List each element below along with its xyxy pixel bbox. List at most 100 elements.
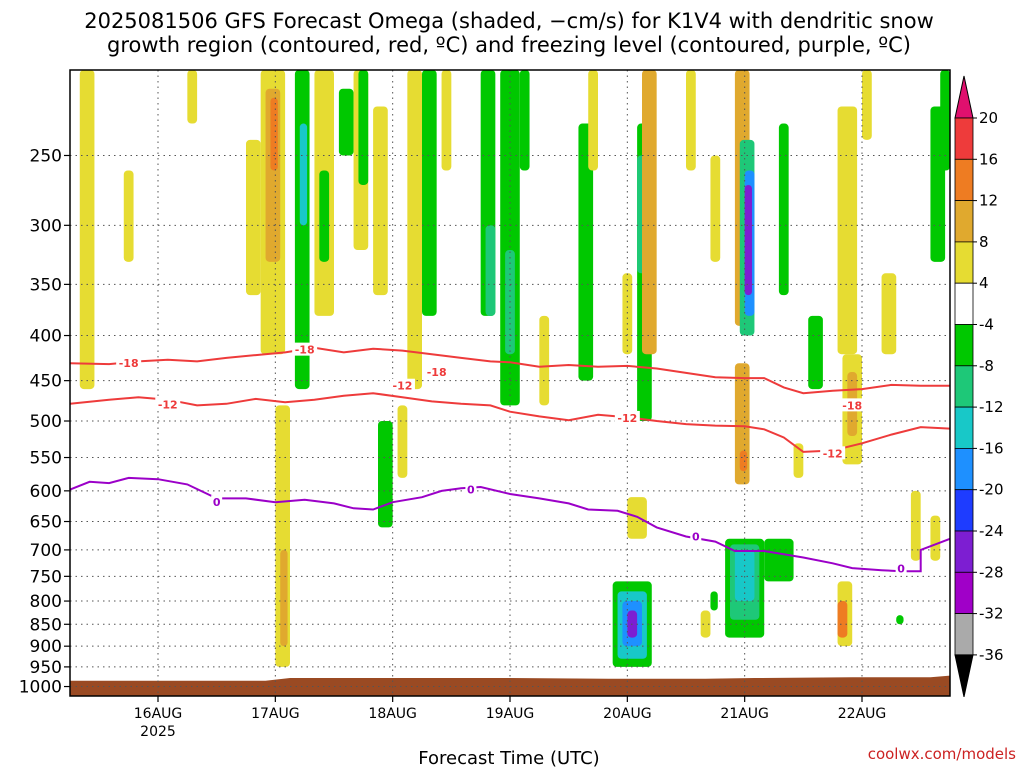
omega-cell: [294, 70, 310, 390]
y-tick-label: 850: [30, 615, 62, 635]
y-axis: 2503003504004505005506006507007508008509…: [19, 146, 70, 698]
omega-cell: [739, 450, 748, 472]
omega-cell: [358, 70, 369, 185]
contour-line: [70, 392, 950, 453]
contour-label: -18: [427, 366, 447, 379]
colorbar-label: 12: [979, 192, 998, 210]
omega-cell: [280, 549, 288, 647]
y-tick-label: 800: [30, 592, 62, 612]
x-tick-label: 17AUG: [251, 706, 300, 722]
omega-cell: [930, 515, 941, 561]
contour-label: -18: [119, 357, 139, 370]
omega-cell: [397, 405, 408, 478]
omega-cell: [862, 70, 872, 140]
contour-label-bg: [211, 495, 223, 509]
omega-cell: [578, 123, 594, 381]
x-tick-label: 19AUG: [486, 706, 535, 722]
contour-label: -12: [158, 399, 178, 412]
omega-cell: [622, 273, 633, 355]
omega-cell: [588, 70, 598, 171]
colorbar-bin: [954, 571, 974, 614]
colorbar-bin: [954, 158, 974, 202]
omega-cell: [319, 170, 330, 262]
omega-cell: [246, 139, 261, 296]
colorbar-bottom-arrow: [954, 654, 974, 698]
omega-cell: [338, 88, 354, 156]
contour-label: 0: [692, 531, 700, 544]
y-tick-label: 600: [30, 482, 62, 502]
omega-cell: [734, 549, 755, 602]
x-axis: 16AUG 2025 17AUG 18AUG 19AUG 20AUG 21AUG 22AUG: [134, 696, 886, 740]
colorbar-label: -12: [979, 398, 1004, 416]
omega-cell: [940, 70, 950, 171]
omega-cell: [485, 225, 496, 316]
ground-fill: [70, 675, 950, 696]
contour-label: 0: [897, 563, 905, 576]
y-tick-label: 950: [30, 658, 62, 678]
contour-label-bg: [614, 410, 640, 424]
y-tick-label: 700: [30, 541, 62, 561]
colorbar-label: 16: [979, 150, 998, 168]
omega-cell: [441, 70, 452, 171]
colorbar: 20 16 12 8 4 -4 -8 -12 -16 -20 -24 -28 -32 -36: [954, 75, 1004, 698]
y-tick-label: 350: [30, 275, 62, 295]
x-tick-label: 21AUG: [720, 706, 769, 722]
contour-label-bg: [424, 365, 450, 379]
contour-label-bg: [820, 446, 846, 460]
colorbar-bin: [954, 530, 974, 573]
x-axis-label: Forecast Time (UTC): [418, 748, 599, 768]
colorbar-label: -20: [979, 481, 1004, 499]
omega-cell: [187, 70, 198, 124]
y-tick-label: 900: [30, 637, 62, 657]
omega-cell: [896, 615, 904, 625]
contour-label: 0: [213, 496, 221, 509]
colorbar-label: -28: [979, 563, 1004, 581]
contour-label-bg: [292, 342, 318, 356]
omega-cell: [539, 315, 550, 406]
omega-cell: [373, 106, 388, 296]
x-tick-label: 18AUG: [368, 706, 417, 722]
credit-text[interactable]: coolwx.com/models: [868, 745, 1016, 763]
colorbar-label: 4: [979, 274, 989, 292]
chart-title-line1: 2025081506 GFS Forecast Omega (shaded, −…: [84, 9, 934, 33]
contour-label: -12: [393, 380, 413, 393]
colorbar-bin: [954, 406, 974, 449]
colorbar-label: -8: [979, 357, 994, 375]
omega-cell: [793, 443, 804, 478]
y-tick-label: 250: [30, 146, 62, 166]
contour-label-bg: [116, 356, 142, 370]
omega-cell: [837, 106, 858, 355]
y-tick-label: 450: [30, 372, 62, 392]
omega-cell: [778, 123, 789, 296]
colorbar-bin: [954, 200, 974, 243]
colorbar-bin: [954, 613, 974, 656]
contour-label: -12: [617, 412, 637, 425]
omega-cell: [910, 490, 921, 561]
x-tick-label: 16AUG: [134, 706, 183, 722]
omega-shading: [79, 70, 950, 667]
colorbar-label: 8: [979, 233, 989, 251]
ground-layer: [70, 675, 950, 696]
contour-label: 0: [467, 484, 475, 497]
omega-cell: [710, 155, 721, 262]
contour-label-bg: [839, 398, 865, 412]
colorbar-top-arrow: [954, 75, 974, 119]
omega-cell: [378, 421, 393, 528]
contour-label: -18: [842, 399, 862, 412]
y-tick-label: 1000: [19, 678, 62, 698]
colorbar-label: -24: [979, 522, 1004, 540]
contour-lines: -18 -18 -18 -18 -12 -12 -12 -12 0 0 0 0: [70, 342, 950, 576]
colorbar-bin: [954, 447, 974, 491]
colorbar-bin: [954, 489, 974, 532]
omega-cell: [422, 70, 437, 316]
chart-title-line2: growth region (contoured, red, ºC) and f…: [107, 33, 911, 57]
colorbar-label: 20: [979, 109, 998, 127]
colorbar-label: -16: [979, 439, 1004, 457]
omega-cell: [519, 70, 530, 171]
y-tick-label: 500: [30, 412, 62, 432]
contour-label: -12: [823, 447, 843, 460]
x-tick-sublabel: 2025: [140, 724, 176, 740]
omega-cell: [642, 70, 657, 355]
y-tick-label: 750: [30, 567, 62, 587]
